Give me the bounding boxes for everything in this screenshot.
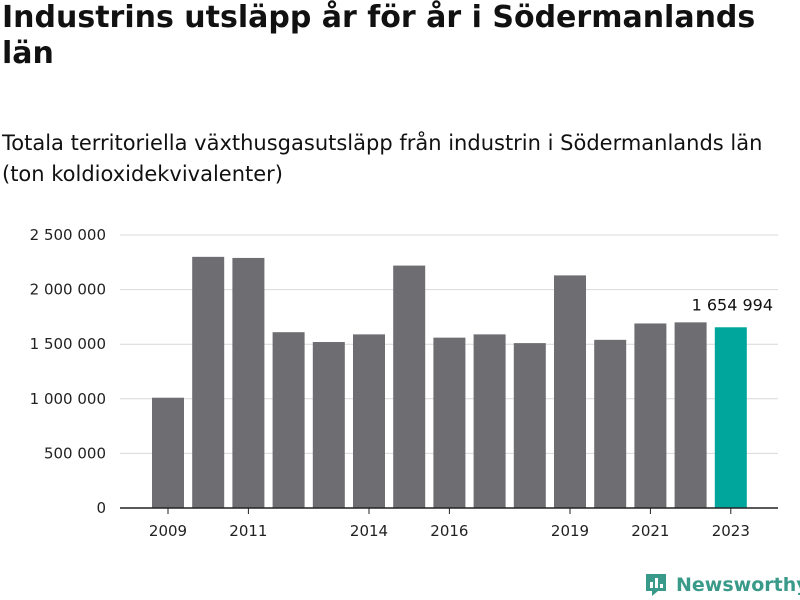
x-axis-tick-labels: 2009 2011 2014 2016 2019 2021 2023 xyxy=(149,522,750,540)
x-tick-label: 2023 xyxy=(712,522,750,540)
x-axis-ticks xyxy=(167,508,732,514)
bar-2018 xyxy=(513,343,546,508)
data-labels: 1 654 994 xyxy=(692,295,773,314)
bar-2019 xyxy=(554,275,586,508)
x-tick-label: 2014 xyxy=(350,522,388,540)
chart-title: Industrins utsläpp år för år i Södermanl… xyxy=(2,0,756,71)
bar-2014 xyxy=(353,334,385,508)
x-tick-label: 2016 xyxy=(430,522,468,540)
bar-2017 xyxy=(473,334,506,508)
bar-2010 xyxy=(192,256,225,508)
y-axis-tick-labels: 0 500 000 1 000 000 1 500 000 2 000 000 2 500… xyxy=(30,226,106,517)
bar-2016 xyxy=(433,337,466,508)
y-tick-label: 500 000 xyxy=(44,444,106,462)
y-tick-label: 2 500 000 xyxy=(30,226,106,244)
bar-2011 xyxy=(232,257,265,508)
bar-2015 xyxy=(393,265,426,508)
y-tick-label: 1 500 000 xyxy=(30,335,106,353)
bar-2013 xyxy=(312,342,345,508)
bar-2022 xyxy=(674,322,707,508)
brand-name: Newsworthy xyxy=(676,574,800,596)
bars xyxy=(152,256,747,508)
data-label-2023: 1 654 994 xyxy=(692,295,773,314)
x-tick-label: 2009 xyxy=(149,522,187,540)
bar-2023 xyxy=(714,327,747,508)
x-tick-label: 2019 xyxy=(551,522,589,540)
x-tick-label: 2011 xyxy=(229,522,267,540)
y-tick-label: 0 xyxy=(96,499,106,517)
newsworthy-logo-icon xyxy=(646,574,666,596)
chart-subtitle: Totala territoriella växthusgasutsläpp f… xyxy=(2,131,763,186)
bar-2009 xyxy=(152,397,184,508)
y-tick-label: 2 000 000 xyxy=(30,281,106,299)
bar-2020 xyxy=(594,339,627,508)
bar-2021 xyxy=(634,323,667,508)
brand-logo: Newsworthy xyxy=(644,570,800,600)
bar-2012 xyxy=(272,332,305,508)
x-tick-label: 2021 xyxy=(631,522,669,540)
y-tick-label: 1 000 000 xyxy=(30,390,106,408)
